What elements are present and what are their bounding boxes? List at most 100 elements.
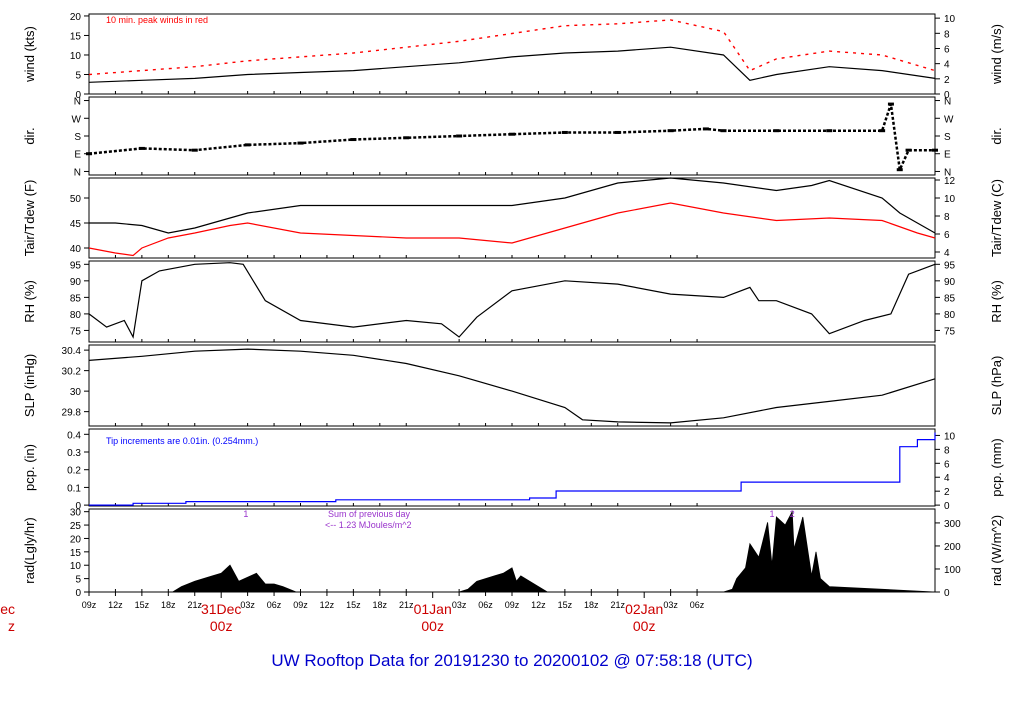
pcp-right-tick-label: 6 [944,459,950,470]
pcp-left-tick-label: 0.1 [67,483,81,494]
dir-y2label: dir. [989,127,1004,144]
wind-annotation: 10 min. peak winds in red [106,15,208,25]
slp-ylabel: SLP (inHg) [22,354,37,417]
rad-left-tick-label: 20 [70,534,82,545]
temp-right-tick-label: 6 [944,230,950,241]
wind-left-tick-label: 20 [70,12,82,23]
temp-right-tick-label: 8 [944,212,950,223]
slp-panel: 29.83030.230.4100510101015102010251030SL… [22,344,1004,427]
footer-title: UW Rooftop Data for 20191230 to 20200102… [271,651,752,670]
pcp-right-tick-label: 2 [944,487,950,498]
x-tick-label: 06z [478,600,493,610]
rh-left-tick-label: 85 [70,293,82,304]
temp-frame [88,177,936,259]
x-tick-label: 09z [293,600,308,610]
rh-right-tick-label: 85 [944,293,956,304]
wind-left-tick-label: 0 [75,90,81,101]
radiation-area [89,510,936,593]
x-tick-label: 21z [610,600,625,610]
slp-left-tick-label: 30.4 [62,346,82,357]
wind-right-tick-label: 2 [944,75,950,86]
x-tick-label: 15z [135,600,150,610]
wind-direction-mark [614,130,621,134]
peak-line [88,19,936,76]
wind-right-tick-label: 0 [944,90,950,101]
rad-left-tick-label: 30 [70,508,82,519]
wind-direction-mark [905,148,912,152]
slp-left-tick-label: 29.8 [62,408,82,419]
rad-left-tick-label: 10 [70,561,82,572]
x-tick-label: 18z [373,600,388,610]
pcp-left-tick-label: 0.3 [67,448,81,459]
rh-left-tick-label: 80 [70,310,82,321]
x-tick-label: 03z [452,600,467,610]
rad-left-tick-label: 15 [70,548,82,559]
dir-left-tick-label: W [72,114,82,125]
rh-panel: 75 80 85 90 95 75 80 85 90 95 RH (%) RH (%) [22,260,1004,343]
wind-line [88,46,936,83]
x-tick-label: 21z [187,600,202,610]
slp-left-tick-label: 30.2 [62,367,82,378]
rad-y2label: rad (W/m^2) [989,515,1004,586]
Tdew-line [88,202,936,257]
rad-right-tick-label: 300 [944,519,961,530]
x-tick-label: 03z [663,600,678,610]
x-axis: 09z 12z 15z 18z 21z 03z 06z 09z 12z 15z 18z 21z 03z 0… [0,592,705,634]
dir-frame [88,96,936,176]
x-tick-label: 15z [558,600,573,610]
dir-left-tick-label: N [74,167,81,178]
wind-right-tick-label: 10 [944,14,956,25]
wind-direction-mark [773,129,780,133]
pcp-y2label: pcp. (mm) [989,438,1004,497]
dir-right-tick-label: S [944,132,951,143]
pcp-right-tick-label: 0 [944,501,950,512]
x-tick-label: 12z [108,600,123,610]
rh-right-tick-label: 95 [944,260,956,271]
day-label: 31Dec [201,601,241,617]
pcp-panel: 0 0.1 0.2 0.3 0.4 0 2 4 6 8 10 pcp. (in) pcp. (mm) Ti… [22,428,1004,512]
wind-y2label: wind (m/s) [989,24,1004,85]
day-label-hour: 00z [210,618,233,634]
Tair-line [89,177,936,234]
day-label-hour: 00z [421,618,444,634]
rh-left-tick-label: 95 [70,260,82,271]
rh-right-tick-label: 75 [944,326,956,337]
x-tick-label: 18z [584,600,599,610]
x-tick-label: 21z [399,600,414,610]
temp-left-tick-label: 45 [70,219,82,230]
rh-frame [88,260,936,343]
x-tick-label: 12z [531,600,546,610]
wind-direction-mark [509,132,515,136]
pcp-line [89,432,936,506]
x-tick-label: 09z [82,600,97,610]
wind-direction-mark [896,168,903,172]
wind-left-tick-label: 5 [75,70,81,81]
temp-right-tick-label: 10 [944,194,956,205]
temp-left-tick-label: 50 [70,194,82,205]
rad-day-marker: 1 [243,509,248,519]
x-tick-label: 12z [320,600,335,610]
wind-right-tick-label: 4 [944,60,950,71]
rad-left-tick-label: 0 [75,588,81,599]
dir-left-tick-label: N [74,97,81,108]
dir-right-tick-label: W [944,114,954,125]
pcp-ylabel: pcp. (in) [22,444,37,491]
pcp-right-tick-label: 4 [944,473,950,484]
dir-right-tick-label: N [944,167,951,178]
wind-right-tick-label: 6 [944,44,950,55]
pcp-left-tick-label: 0 [75,501,81,512]
rad-annotation-2: <-- 1.23 MJoules/m^2 [325,520,412,530]
x-tick-label: 15z [346,600,361,610]
dir-left-tick-label: E [74,150,81,161]
pcp-right-tick-label: 10 [944,431,956,442]
x-tick-label: 06z [690,600,705,610]
rh-y2label: RH (%) [989,280,1004,323]
x-tick-label: 03z [240,600,255,610]
temp-ylabel: Tair/Tdew (F) [22,180,37,257]
rad-day-marker: 2 [790,509,795,519]
day-label: 02Jan [625,601,663,617]
rad-left-tick-label: 25 [70,521,82,532]
